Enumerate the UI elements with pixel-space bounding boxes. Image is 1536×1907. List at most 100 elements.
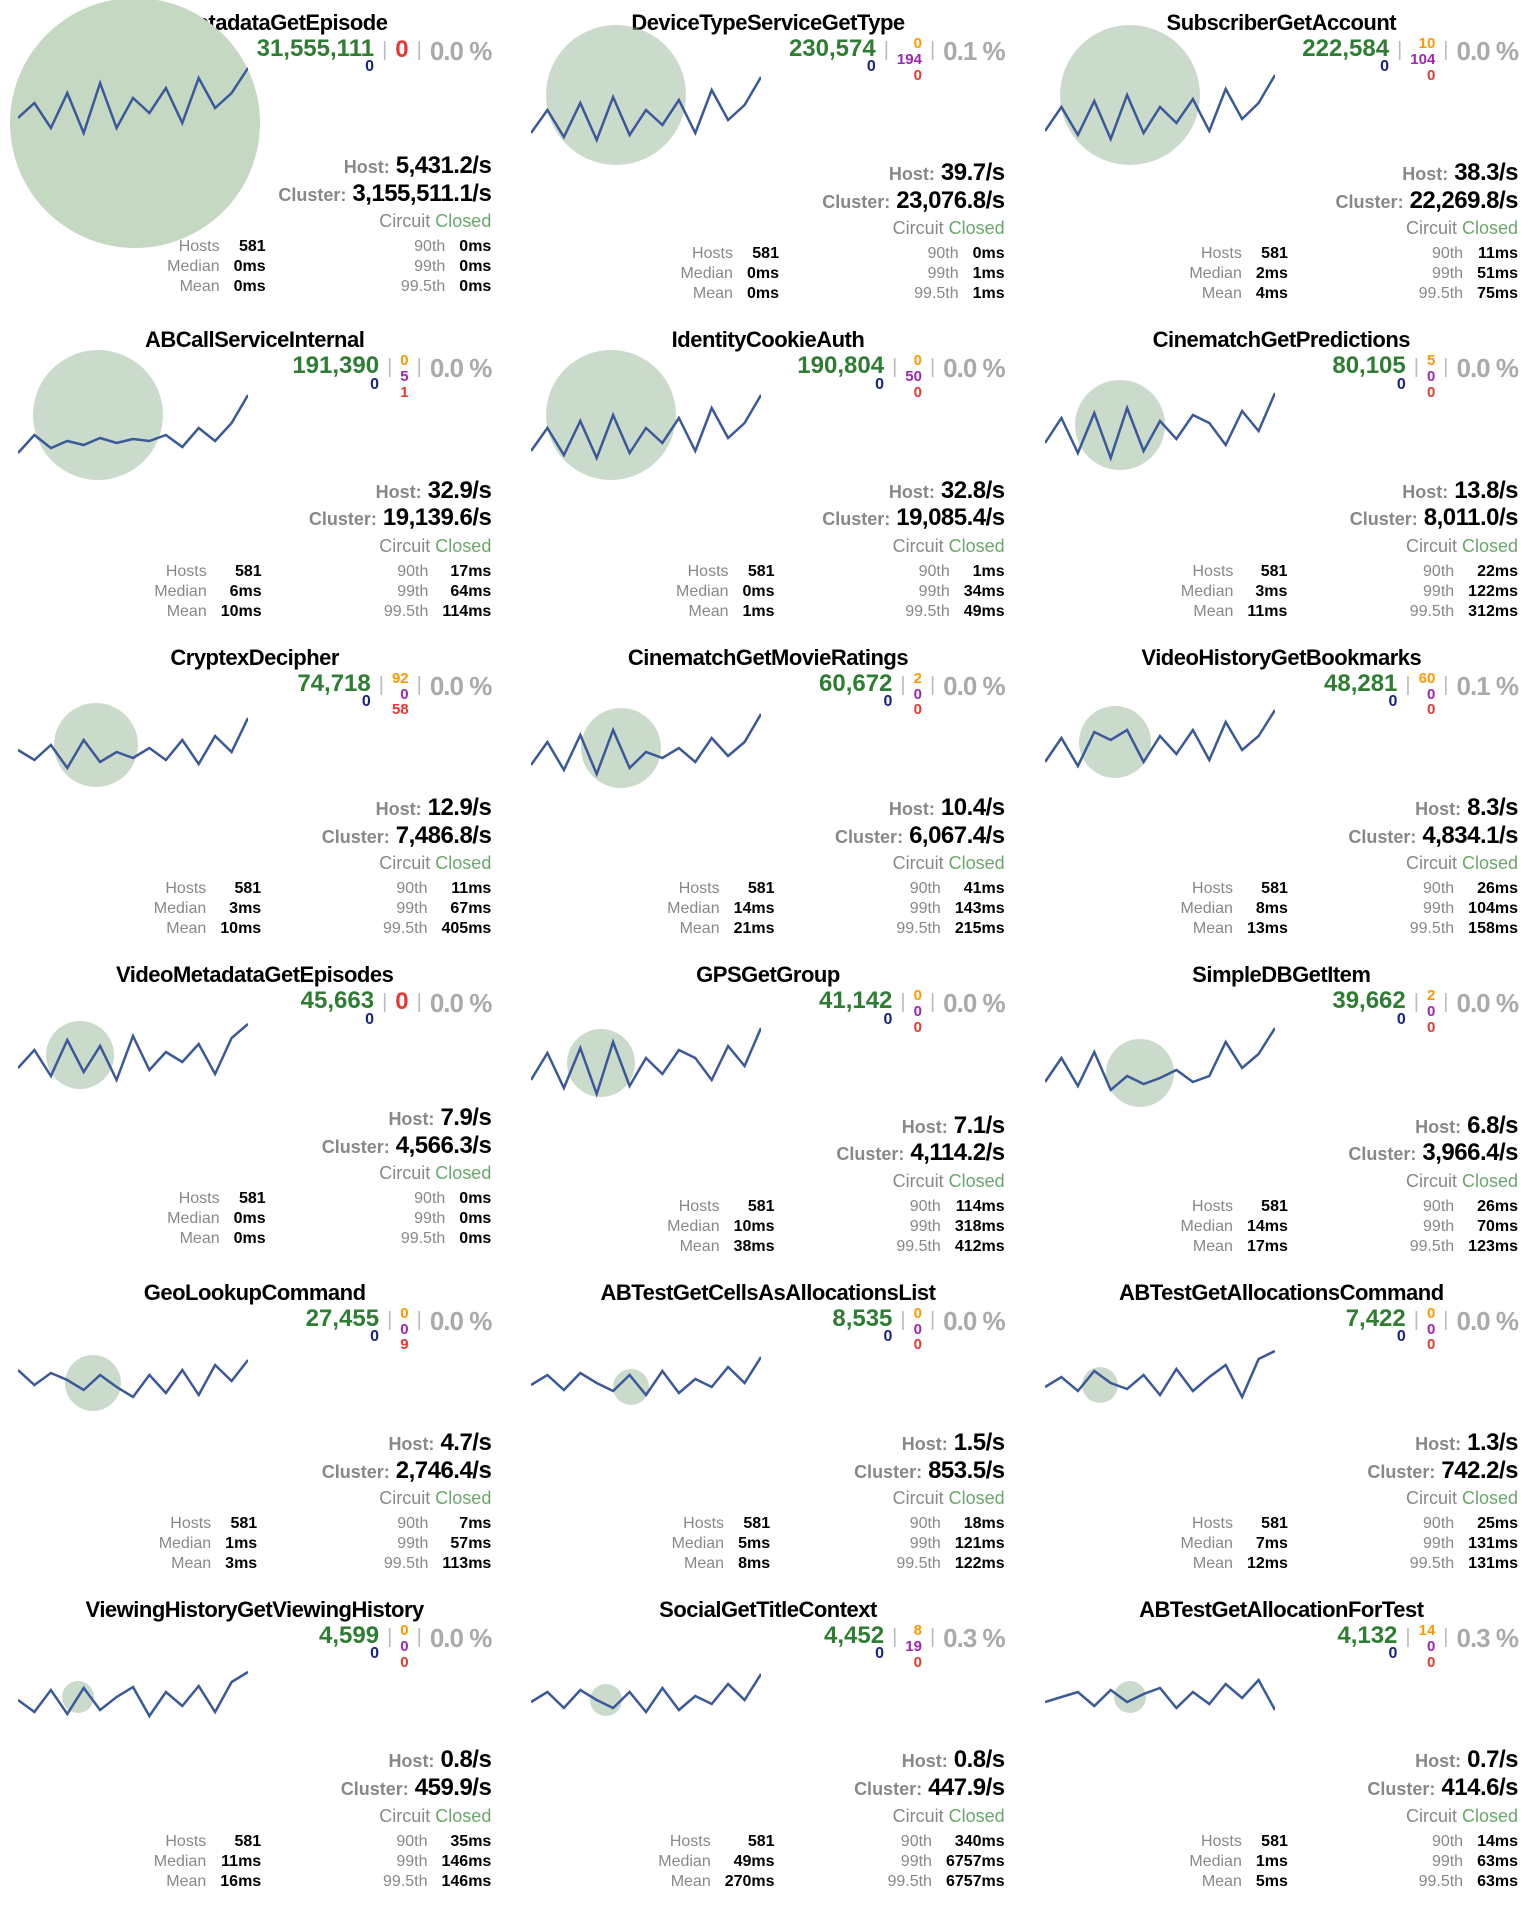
rates: Host:10.4/sCluster:6,067.4/s bbox=[531, 794, 1004, 849]
sparkline-chart bbox=[531, 1325, 1004, 1425]
stat-label-median: Median bbox=[611, 1853, 710, 1871]
host-rate: 0.8/s bbox=[954, 1746, 1005, 1774]
stat-label-p90: 90th bbox=[1346, 1833, 1463, 1851]
cluster-rate-label: Cluster: bbox=[836, 1144, 904, 1165]
sparkline-chart bbox=[1045, 1008, 1518, 1108]
stat-label-median: Median bbox=[611, 900, 719, 918]
cluster-rate-label: Cluster: bbox=[322, 1462, 390, 1483]
host-rate-label: Host: bbox=[1415, 1751, 1461, 1772]
stat-label-p99: 99th bbox=[1345, 583, 1454, 601]
circuit-status: Circuit Closed bbox=[18, 1488, 491, 1509]
sparkline-path bbox=[18, 68, 248, 133]
latency-stats: Hosts58190th18msMedian5ms99th121msMean8m… bbox=[531, 1515, 1004, 1573]
stat-mean: 0ms bbox=[234, 278, 266, 296]
timeout-count: 8 bbox=[914, 1623, 922, 1639]
stat-label-p90: 90th bbox=[324, 238, 446, 256]
stat-hosts: 581 bbox=[1247, 563, 1287, 581]
stat-median: 1ms bbox=[1256, 1853, 1288, 1871]
stat-p99: 1ms bbox=[973, 265, 1005, 283]
cluster-rate-label: Cluster: bbox=[854, 1779, 922, 1800]
circuit-status: Circuit Closed bbox=[1045, 1171, 1518, 1192]
stat-mean: 10ms bbox=[220, 920, 261, 938]
stat-p90: 0ms bbox=[459, 1190, 491, 1208]
card-title: ABTestGetAllocationForTest bbox=[1045, 1597, 1518, 1623]
stat-p90: 340ms bbox=[946, 1833, 1005, 1851]
stat-mean: 0ms bbox=[234, 1230, 266, 1248]
rates: Host:39.7/sCluster:23,076.8/s bbox=[531, 159, 1004, 214]
stat-hosts: 581 bbox=[220, 1833, 261, 1851]
latency-stats: Hosts58190th14msMedian1ms99th63msMean5ms… bbox=[1045, 1833, 1518, 1891]
metric-card: CryptexDecipher74,7180|92058|0.0 %Host:1… bbox=[10, 645, 499, 944]
sparkline-path bbox=[18, 718, 248, 768]
stat-p995: 131ms bbox=[1468, 1555, 1518, 1573]
rates: Host:38.3/sCluster:22,269.8/s bbox=[1045, 159, 1518, 214]
stat-label-hosts: Hosts bbox=[98, 1515, 211, 1533]
circuit-status: Circuit Closed bbox=[531, 1488, 1004, 1509]
stat-label-p90: 90th bbox=[828, 1515, 941, 1533]
stat-label-p99: 99th bbox=[1346, 1853, 1463, 1871]
stat-label-mean: Mean bbox=[1125, 1238, 1233, 1256]
host-rate-label: Host: bbox=[889, 799, 935, 820]
cluster-rate: 2,746.4/s bbox=[396, 1457, 492, 1485]
stat-label-p90: 90th bbox=[1346, 1515, 1454, 1533]
stat-p99: 64ms bbox=[442, 583, 491, 601]
stat-label-mean: Mean bbox=[98, 1873, 206, 1891]
stat-label-p90: 90th bbox=[833, 880, 941, 898]
stat-p90: 35ms bbox=[442, 1833, 492, 1851]
stat-label-p99: 99th bbox=[324, 258, 446, 276]
stat-p90: 1ms bbox=[964, 563, 1005, 581]
sparkline-chart bbox=[1045, 55, 1518, 155]
metric-card: IdentityCookieAuth190,8040|0500|0.0 %Hos… bbox=[523, 327, 1012, 626]
rates: Host:7.1/sCluster:4,114.2/s bbox=[531, 1112, 1004, 1167]
stat-label-mean: Mean bbox=[98, 278, 220, 296]
stat-label-p90: 90th bbox=[319, 1833, 427, 1851]
cluster-rate-label: Cluster: bbox=[309, 509, 377, 530]
cluster-rate: 19,139.6/s bbox=[383, 504, 491, 532]
host-rate-label: Host: bbox=[902, 1751, 948, 1772]
circuit-status: Circuit Closed bbox=[18, 853, 491, 874]
stat-p99: 143ms bbox=[955, 900, 1005, 918]
timeout-count: 0 bbox=[914, 1306, 922, 1322]
stat-hosts: 581 bbox=[738, 1515, 770, 1533]
stat-label-p995: 99.5th bbox=[1345, 603, 1454, 621]
stat-label-p90: 90th bbox=[320, 563, 429, 581]
sparkline-path bbox=[1045, 1680, 1275, 1710]
sparkline-path bbox=[1045, 1028, 1275, 1090]
host-rate: 39.7/s bbox=[941, 159, 1005, 187]
stat-label-p90: 90th bbox=[315, 1515, 428, 1533]
cluster-rate: 742.2/s bbox=[1441, 1457, 1518, 1485]
host-rate-label: Host: bbox=[1402, 482, 1448, 503]
stat-hosts: 581 bbox=[1247, 880, 1288, 898]
sparkline-path bbox=[531, 1028, 761, 1094]
host-rate: 7.9/s bbox=[440, 1104, 491, 1132]
stat-mean: 21ms bbox=[734, 920, 775, 938]
circuit-status: Circuit Closed bbox=[1045, 536, 1518, 557]
cluster-rate: 19,085.4/s bbox=[896, 504, 1004, 532]
stat-label-p995: 99.5th bbox=[1346, 285, 1463, 303]
cluster-rate-label: Cluster: bbox=[1367, 1462, 1435, 1483]
stat-mean: 5ms bbox=[1256, 1873, 1288, 1891]
stat-p995: 123ms bbox=[1468, 1238, 1518, 1256]
stat-label-p99: 99th bbox=[833, 1218, 941, 1236]
stat-label-hosts: Hosts bbox=[611, 1833, 710, 1851]
latency-stats: Hosts58190th25msMedian7ms99th131msMean12… bbox=[1045, 1515, 1518, 1573]
stat-label-mean: Mean bbox=[1125, 920, 1233, 938]
cluster-rate: 6,067.4/s bbox=[909, 822, 1005, 850]
card-title: ABTestGetCellsAsAllocationsList bbox=[531, 1280, 1004, 1306]
stat-label-median: Median bbox=[98, 1535, 211, 1553]
sparkline-path bbox=[1045, 1351, 1275, 1397]
sparkline-chart bbox=[18, 1642, 491, 1742]
stat-mean: 38ms bbox=[734, 1238, 775, 1256]
host-rate-label: Host: bbox=[388, 1751, 434, 1772]
timeout-count: 14 bbox=[1419, 1623, 1436, 1639]
stat-hosts: 581 bbox=[234, 1190, 266, 1208]
circuit-status: Circuit Closed bbox=[531, 1806, 1004, 1827]
host-rate: 8.3/s bbox=[1467, 794, 1518, 822]
sparkline-path bbox=[18, 1024, 248, 1080]
host-rate-label: Host: bbox=[1415, 799, 1461, 820]
circuit-status: Circuit Closed bbox=[1045, 218, 1518, 239]
cluster-rate-label: Cluster: bbox=[822, 509, 890, 530]
timeout-count: 0 bbox=[400, 353, 408, 369]
stat-p99: 0ms bbox=[459, 1210, 491, 1228]
circuit-status: Circuit Closed bbox=[1045, 853, 1518, 874]
